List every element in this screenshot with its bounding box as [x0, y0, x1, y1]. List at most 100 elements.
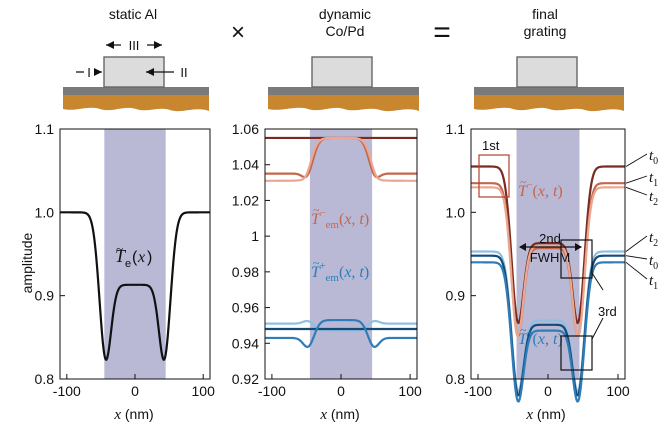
svg-text:T−em(x, t): T−em(x, t) — [311, 208, 369, 231]
x-axis-label: x (nm) — [525, 406, 565, 423]
series-line-5 — [265, 318, 417, 349]
x-tick-label: 100 — [606, 383, 630, 399]
svg-text:~: ~ — [116, 241, 123, 256]
right-label-leader — [625, 235, 648, 252]
y-tick-label: 1.0 — [446, 204, 466, 220]
right-label-leader — [625, 261, 648, 280]
panel-dynamic-copd: -100 0 100 0.92 0.94 0.96 0.98 1 1.02 1.04 1.06 x … — [232, 121, 422, 423]
x-tick-label: 100 — [398, 383, 422, 399]
right-label-leader — [625, 175, 648, 184]
series-line-2 — [265, 136, 417, 182]
series-line-3 — [471, 250, 625, 393]
col3-title-line2: grating — [524, 23, 567, 39]
region-label-iii: III — [129, 38, 140, 53]
third-order-label: 3rd — [598, 304, 617, 319]
third-order-box-lower — [560, 335, 593, 371]
svg-text:x (nm): x (nm) — [113, 406, 153, 423]
series-line-2 — [471, 186, 625, 339]
series-line-5 — [471, 261, 625, 403]
svg-text:x (nm): x (nm) — [525, 406, 565, 423]
header: static Al dynamic Co/Pd final grating × … — [63, 6, 624, 112]
y-tick-label: 1.1 — [35, 121, 55, 137]
annotation-t-em-minus: T−em(x, t) ~ — [311, 203, 369, 231]
y-tick-label: 0.92 — [232, 371, 259, 387]
y-tick-label: 1.06 — [232, 121, 259, 137]
x-axis-label: x (nm) — [113, 406, 153, 423]
svg-text:T+em(x, t): T+em(x, t) — [311, 261, 369, 284]
x-tick-label: 100 — [192, 383, 216, 399]
series-line-0 — [471, 165, 625, 325]
right-label-leader — [625, 255, 648, 260]
svg-text:): ) — [147, 249, 152, 266]
fwhm-label: FWHM — [530, 250, 570, 265]
shaded-region — [309, 129, 373, 379]
cap-layer-1 — [63, 87, 209, 95]
col1-title: static Al — [109, 6, 157, 22]
schematic-static-al: III I II — [63, 37, 209, 112]
svg-text:~: ~ — [520, 175, 527, 189]
third-order-box-upper — [560, 239, 593, 279]
right-label-t1: t1 — [649, 170, 658, 189]
annotation-t-plus: T+(x, t) ~ — [518, 323, 563, 348]
y-tick-label: 0.9 — [35, 288, 55, 304]
y-tick-label: 1.1 — [446, 121, 466, 137]
svg-text:T−(x, t): T−(x, t) — [518, 180, 563, 200]
series-line-1 — [471, 182, 625, 338]
right-label-t0: t0 — [649, 148, 658, 167]
cap-layer-3 — [474, 87, 624, 95]
substrate-1 — [63, 95, 209, 112]
svg-text:T: T — [115, 246, 127, 266]
y-tick-label: 0.8 — [446, 371, 466, 387]
right-label-t2: t2 — [649, 230, 658, 249]
panel-final-grating: -100 0 100 0.8 0.9 1.0 1.1 x (nm) T−(x, t) ~ T… — [446, 121, 659, 423]
y-tick-label: 1 — [251, 228, 259, 244]
right-label-leader — [625, 153, 648, 167]
y-tick-label: 1.0 — [35, 204, 55, 220]
region-label-i: I — [87, 65, 91, 80]
times-operator: × — [231, 19, 245, 46]
series-line-0 — [60, 211, 210, 362]
first-order-label: 1st — [482, 138, 500, 153]
col2-title-line2: Co/Pd — [326, 23, 365, 39]
annotation-t-minus: T−(x, t) ~ — [518, 175, 563, 200]
svg-text:~: ~ — [313, 256, 320, 270]
x-tick-label: 0 — [544, 383, 552, 399]
svg-text:~: ~ — [313, 203, 320, 217]
right-label-t0: t0 — [649, 253, 658, 272]
x-axis-label: x (nm) — [319, 406, 359, 423]
svg-text:x (nm): x (nm) — [319, 406, 359, 423]
x-tick-label: 0 — [131, 383, 139, 399]
annotation-t-em-plus: T+em(x, t) ~ — [311, 256, 369, 284]
svg-text:(: ( — [132, 249, 138, 266]
cap-layer-2 — [268, 87, 419, 95]
first-order-box — [478, 154, 510, 198]
final-block — [516, 56, 578, 88]
schematic-final — [474, 56, 624, 112]
y-tick-label: 0.9 — [446, 288, 466, 304]
region-label-ii: II — [180, 65, 187, 80]
substrate-3 — [474, 95, 624, 112]
fwhm-marker: 2nd FWHM — [519, 231, 582, 265]
y-tick-label: 1.02 — [232, 192, 259, 208]
col2-title-line1: dynamic — [319, 6, 371, 22]
x-tick-label: -100 — [464, 383, 492, 399]
svg-text:~: ~ — [520, 323, 527, 337]
copd-block — [311, 56, 373, 88]
svg-text:e: e — [125, 258, 131, 270]
svg-text:T+(x, t): T+(x, t) — [518, 328, 563, 348]
x-tick-label: 0 — [337, 383, 345, 399]
panel-static-al: -100 0 100 0.8 0.9 1.0 1.1 amplitude x (nm) T … — [19, 121, 215, 423]
right-label-leader — [625, 186, 648, 196]
right-label-t2: t2 — [649, 189, 658, 208]
y-tick-label: 0.96 — [232, 300, 259, 316]
y-tick-label: 0.98 — [232, 264, 259, 280]
svg-text:x: x — [137, 249, 145, 266]
equals-operator: = — [433, 16, 451, 49]
second-order-label: 2nd — [539, 231, 561, 246]
schematic-co-pd — [268, 56, 419, 112]
series-line-4 — [471, 254, 625, 397]
annotation-te: T ~ e ( x ) — [115, 241, 152, 270]
y-tick-label: 0.8 — [35, 371, 55, 387]
svg-text:1st: 1st — [482, 138, 500, 153]
